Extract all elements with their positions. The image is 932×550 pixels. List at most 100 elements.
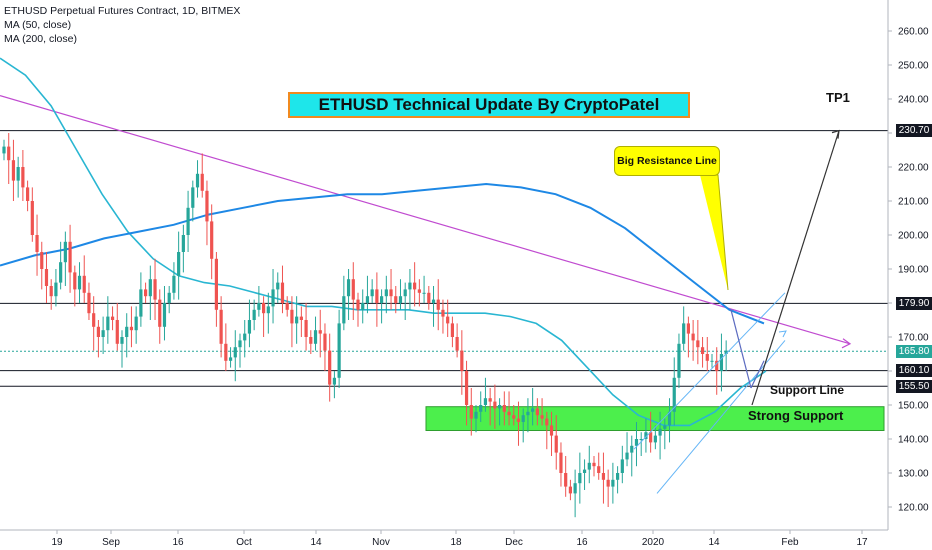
candle-body xyxy=(247,320,252,334)
candle-body xyxy=(177,252,181,276)
price-axis: 120.00130.00140.00150.00160.00170.00180.… xyxy=(887,0,929,530)
candle-body xyxy=(649,432,653,443)
candle-body xyxy=(21,167,25,188)
candle-body xyxy=(115,320,119,344)
candle-body xyxy=(304,320,308,337)
price-level-tag: 155.50 xyxy=(896,379,932,393)
price-tick-label: 150.00 xyxy=(898,401,929,412)
price-level-tag: 230.70 xyxy=(896,124,932,138)
candle-body xyxy=(573,483,577,494)
candle-body xyxy=(26,187,30,201)
candle-body xyxy=(87,292,91,314)
candle-body xyxy=(181,235,185,252)
candle-body xyxy=(323,333,327,351)
candle-body xyxy=(436,299,440,310)
time-tick-label: 16 xyxy=(576,537,588,548)
time-tick-label: 2020 xyxy=(642,537,665,548)
candle-body xyxy=(73,272,77,290)
candle-body xyxy=(365,296,370,303)
strong-support-label: Strong Support xyxy=(748,408,844,423)
channel-arrowhead xyxy=(778,330,787,338)
time-axis: 19 Sep 16 Oct 14 Nov 18 Dec 16 2020 14 Feb 17 xyxy=(0,529,888,548)
target-arrow-line xyxy=(751,130,840,406)
candle-body xyxy=(474,411,478,419)
time-tick-label: Oct xyxy=(236,537,252,548)
candle-body xyxy=(63,241,67,263)
price-tick-label: 130.00 xyxy=(898,469,929,480)
candle-body xyxy=(191,187,195,208)
candle-body xyxy=(257,303,261,310)
candle-body xyxy=(11,160,16,181)
candle-body xyxy=(16,167,20,181)
candle-body xyxy=(559,452,563,473)
price-tick-label: 250.00 xyxy=(898,61,929,72)
dip-line-1 xyxy=(730,309,752,389)
candle-body xyxy=(224,343,228,361)
candle-body xyxy=(370,289,374,297)
candle-body xyxy=(290,309,294,324)
price-level-tag: 179.90 xyxy=(896,296,932,310)
candle-body xyxy=(280,282,285,303)
time-tick-label: 16 xyxy=(172,537,184,548)
candle-body xyxy=(686,323,690,334)
candle-body xyxy=(162,303,167,327)
price-tick-label: 200.00 xyxy=(898,231,929,242)
candle-body xyxy=(431,299,436,303)
candle-body xyxy=(35,235,39,252)
horizontal-levels xyxy=(0,130,888,387)
candle-body xyxy=(375,289,379,303)
candle-body xyxy=(59,262,63,283)
candle-body xyxy=(620,459,624,473)
candle-body xyxy=(389,289,393,297)
candle-body xyxy=(677,343,681,378)
time-tick-label: 14 xyxy=(310,537,322,548)
candle-body xyxy=(705,354,709,361)
candle-body xyxy=(167,292,171,303)
candle-body xyxy=(139,289,143,317)
resistance-callout: Big Resistance Line xyxy=(614,146,720,176)
candle-body xyxy=(233,347,237,358)
chart-legend: ETHUSD Perpetual Futures Contract, 1D, B… xyxy=(4,4,240,46)
candle-body xyxy=(667,411,672,426)
candle-body xyxy=(106,316,110,331)
symbol-title: ETHUSD Perpetual Futures Contract, 1D, B… xyxy=(4,5,241,17)
candle-body xyxy=(328,350,332,385)
candle-body xyxy=(96,326,100,337)
candle-body xyxy=(455,337,459,351)
candle-body xyxy=(719,354,724,371)
candle-body xyxy=(554,435,558,453)
price-level-tag: 160.10 xyxy=(896,364,932,378)
candle-body xyxy=(653,435,657,443)
candle-body xyxy=(422,292,426,294)
dip-line-2 xyxy=(750,360,765,389)
candle-body xyxy=(266,306,270,314)
price-tick-label: 210.00 xyxy=(898,197,929,208)
candle-body xyxy=(125,326,129,337)
candle-body xyxy=(144,289,148,297)
price-tick-label: 190.00 xyxy=(898,265,929,276)
candle-body xyxy=(238,340,242,348)
candle-body xyxy=(691,333,695,341)
time-tick-label: Feb xyxy=(781,537,799,548)
candle-body xyxy=(521,415,525,422)
time-tick-label: Sep xyxy=(102,537,120,548)
candle-body xyxy=(639,439,643,440)
candle-body xyxy=(309,337,313,344)
callout-pointer xyxy=(700,174,729,291)
candle-body xyxy=(134,316,138,331)
candle-body xyxy=(512,415,516,419)
candle-body xyxy=(332,377,336,385)
candle-body xyxy=(200,173,204,191)
tp1-label: TP1 xyxy=(826,90,850,105)
time-tick-label: 14 xyxy=(708,537,720,548)
candle-body xyxy=(516,418,521,422)
candle-body xyxy=(214,258,218,310)
candle-body xyxy=(219,309,223,344)
channel-upper-line xyxy=(633,292,786,450)
candle-body xyxy=(295,316,299,324)
candle-body xyxy=(68,241,72,273)
candle-body xyxy=(464,371,469,405)
candle-body xyxy=(398,296,403,303)
candle-body xyxy=(252,309,256,320)
